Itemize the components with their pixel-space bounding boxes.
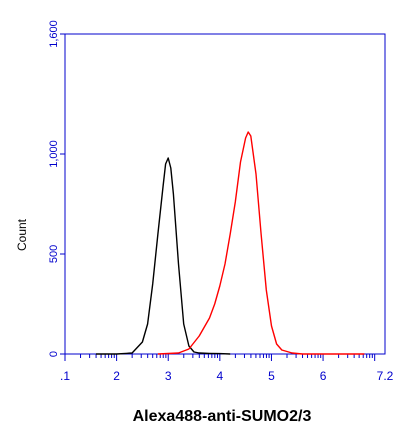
plot-frame [64,33,386,355]
series-line-2 [157,131,365,355]
x-tick-label: 3 [165,369,172,383]
y-axis: 0 500 1,000 1,600 [48,20,65,357]
x-tick-label: 2 [113,369,120,383]
series-line-1 [96,157,231,355]
plot-area-border [64,33,386,355]
x-axis: .1 2 3 4 5 6 7.2 [60,354,394,383]
x-tick-label: 6 [320,369,327,383]
x-tick-label: 7.2 [377,369,394,383]
x-tick-label: .1 [60,369,70,383]
x-tick-label: 4 [216,369,223,383]
series-layer [96,131,365,355]
x-tick-label: 5 [268,369,275,383]
y-axis-title: Count [15,218,29,251]
y-tick-label: 1,600 [48,20,60,48]
y-tick-label: 0 [48,351,60,357]
x-axis-title: Alexa488-anti-SUMO2/3 [133,408,312,425]
y-tick-label: 500 [48,245,60,263]
y-tick-label: 1,000 [48,140,60,168]
